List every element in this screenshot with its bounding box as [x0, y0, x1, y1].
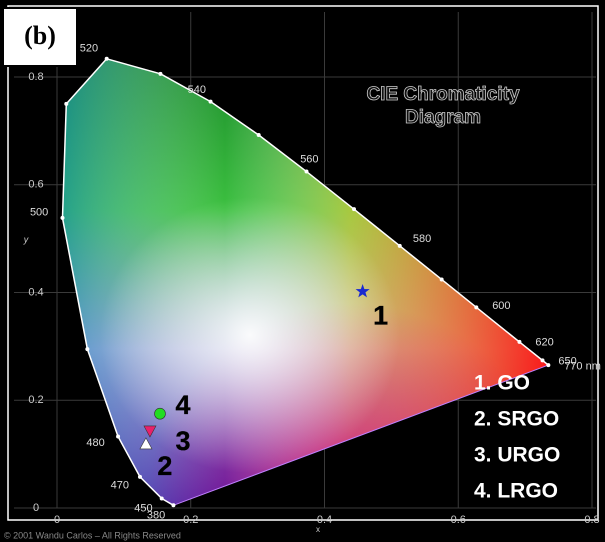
locus-point [540, 358, 545, 363]
x-tick-label: 0.8 [584, 514, 599, 526]
x-tick-label: 0.6 [451, 514, 466, 526]
locus-point [351, 207, 356, 212]
panel-label-box [2, 7, 78, 67]
wavelength-label: 470 [111, 480, 129, 492]
panel-label: (b) [24, 21, 56, 50]
wavelength-label: 580 [413, 233, 431, 245]
y-tick-label: 0.6 [28, 179, 43, 191]
wavelength-label: 500 [30, 206, 48, 218]
chart-title: Diagram [405, 107, 481, 128]
locus-point [171, 503, 176, 508]
legend-label: 1. GO [474, 372, 530, 395]
plot-frame [7, 5, 599, 521]
chart-title: CIE Chromaticity [366, 84, 520, 105]
locus-point [517, 339, 522, 344]
locus-point [304, 169, 309, 174]
locus-point [158, 71, 163, 76]
locus-point [159, 496, 164, 501]
wavelength-label: 560 [300, 154, 318, 166]
locus-point [439, 277, 444, 282]
wavelength-label: 600 [492, 300, 510, 312]
x-tick-label: 0.2 [183, 514, 198, 526]
y-tick-label: 0.2 [28, 394, 43, 406]
data-point [139, 437, 153, 450]
locus-point [546, 363, 551, 368]
purple-line [173, 364, 549, 506]
point-label: 1 [373, 301, 388, 331]
data-point [143, 425, 157, 438]
legend-label: 4. LRGO [474, 480, 558, 503]
wavelength-label: 770 nm [564, 361, 601, 373]
locus-point [137, 474, 142, 479]
locus-point [60, 215, 65, 220]
wavelength-label: 480 [86, 437, 104, 449]
y-tick-label: 0.8 [28, 71, 43, 83]
locus-point [208, 99, 213, 104]
wavelength-label: 380 [147, 510, 165, 522]
locus-point [85, 347, 90, 352]
y-tick-label: 0.4 [28, 286, 43, 298]
wavelength-label: 450 [134, 502, 152, 514]
legend-label: 2. SRGO [474, 408, 559, 431]
locus-point [104, 56, 109, 61]
wavelength-label: 540 [188, 84, 206, 96]
x-tick-label: 0 [54, 514, 60, 526]
locus-point [474, 305, 479, 310]
point-label: 3 [175, 426, 190, 456]
legend-label: 3. URGO [474, 444, 560, 467]
locus-point [64, 101, 69, 106]
wavelength-label: 620 [535, 336, 553, 348]
y-tick-label: 0 [33, 502, 39, 514]
point-label: 2 [157, 451, 172, 481]
locus-point [397, 243, 402, 248]
x-tick-label: 0.4 [317, 514, 332, 526]
copyright: © 2001 Wandu Carlos – All Rights Reserve… [4, 530, 181, 540]
data-point [355, 284, 370, 298]
point-label: 4 [175, 390, 190, 420]
locus-point [116, 434, 121, 439]
data-point [154, 407, 166, 420]
wavelength-label: 650 [558, 356, 576, 368]
locus-point [256, 133, 261, 138]
y-axis-label: y [23, 234, 29, 244]
wavelength-label: 520 [80, 43, 98, 55]
x-axis-label: x [316, 525, 320, 534]
